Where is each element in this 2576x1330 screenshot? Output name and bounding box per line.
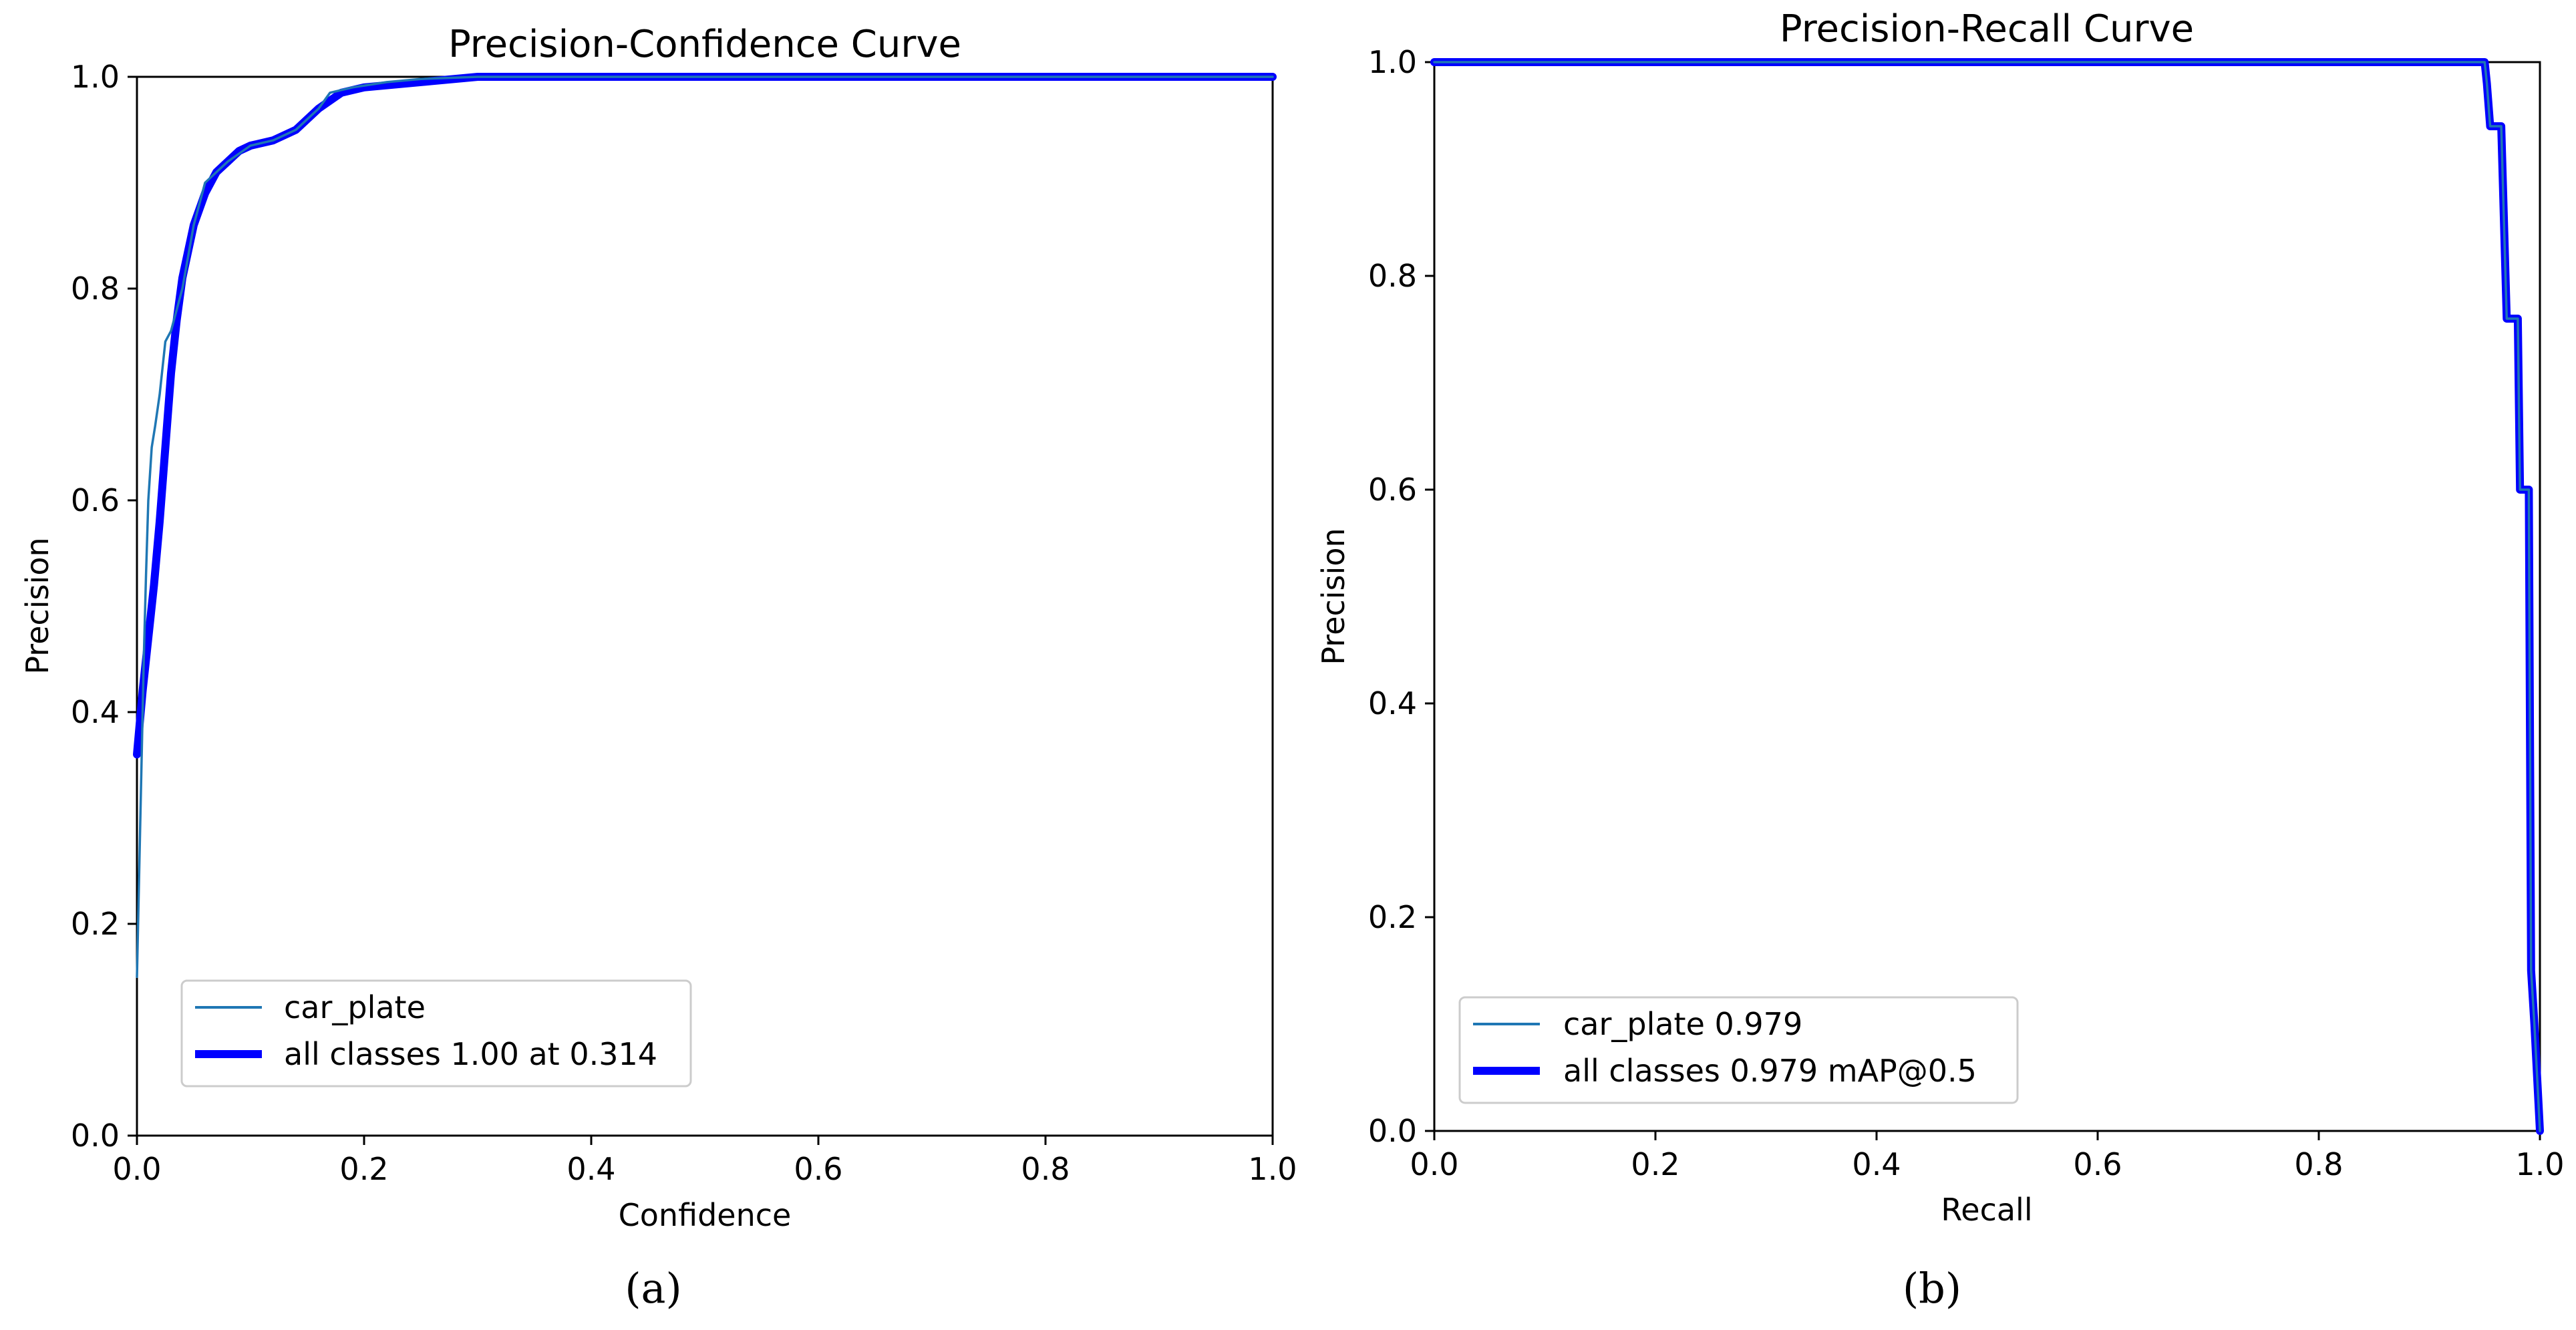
x-tick-label: 0.4 <box>567 1151 615 1187</box>
legend-label-car-plate: car_plate <box>284 989 426 1025</box>
x-axis-ticks: 0.0 0.2 0.4 0.6 0.8 1.0 <box>1410 1131 2565 1182</box>
y-tick-label: 1.0 <box>1368 44 1417 80</box>
y-tick-label: 0.4 <box>1368 685 1417 721</box>
series-line-car-plate <box>1433 61 2541 1132</box>
x-tick-label: 0.2 <box>339 1151 388 1187</box>
y-tick-label: 0.8 <box>71 271 120 307</box>
x-axis-label: Confidence <box>619 1197 792 1233</box>
y-axis-ticks: 0.0 0.2 0.4 0.6 0.8 1.0 <box>71 59 137 1154</box>
plot-frame <box>1433 61 2541 1132</box>
series-layer <box>1430 58 2544 1135</box>
legend: car_plate all classes 1.00 at 0.314 <box>180 979 692 1088</box>
series-line-all-classes <box>133 73 1277 759</box>
y-tick-label: 0.8 <box>1368 258 1417 294</box>
x-tick-label: 1.0 <box>2515 1146 2564 1182</box>
legend: car_plate 0.979 all classes 0.979 mAP@0.… <box>1458 996 2019 1104</box>
plot-frame <box>136 75 1274 1137</box>
legend-label-all-classes: all classes 0.979 mAP@0.5 <box>1563 1053 1977 1089</box>
x-tick-label: 1.0 <box>1248 1151 1297 1187</box>
y-tick-label: 0.2 <box>71 906 120 942</box>
panel-caption: (a) <box>625 1264 681 1313</box>
chart-title: Precision-Recall Curve <box>1780 7 2194 51</box>
y-tick-label: 0.6 <box>1368 472 1417 508</box>
x-tick-label: 0.6 <box>794 1151 842 1187</box>
x-tick-label: 0.2 <box>1631 1146 1679 1182</box>
series-line-car-plate <box>136 75 1274 979</box>
legend-box <box>1458 996 2019 1104</box>
x-tick-label: 0.4 <box>1852 1146 1901 1182</box>
y-tick-label: 0.2 <box>1368 899 1417 935</box>
chart-title: Precision-Confidence Curve <box>448 23 961 66</box>
y-tick-label: 0.0 <box>1368 1113 1417 1149</box>
y-axis-label: Precision <box>1315 528 1351 665</box>
legend-label-all-classes: all classes 1.00 at 0.314 <box>284 1036 657 1072</box>
x-axis-ticks: 0.0 0.2 0.4 0.6 0.8 1.0 <box>112 1136 1297 1187</box>
x-tick-label: 0.0 <box>1410 1146 1458 1182</box>
chart-precision-recall: Precision-Recall Curve 0.0 0.2 0.4 0.6 0.8 1.… <box>1315 7 2565 1313</box>
series-layer <box>133 73 1277 979</box>
y-axis-label: Precision <box>19 537 55 674</box>
x-tick-label: 0.8 <box>1021 1151 1070 1187</box>
panel-caption: (b) <box>1903 1264 1961 1313</box>
series-line-all-classes <box>1430 58 2544 1135</box>
y-tick-label: 0.4 <box>71 694 120 730</box>
x-tick-label: 0.8 <box>2294 1146 2343 1182</box>
y-tick-label: 1.0 <box>71 59 120 95</box>
legend-label-car-plate: car_plate 0.979 <box>1563 1006 1802 1042</box>
x-tick-label: 0.0 <box>112 1151 161 1187</box>
x-tick-label: 0.6 <box>2073 1146 2122 1182</box>
y-tick-label: 0.0 <box>71 1118 120 1154</box>
chart-precision-confidence: Precision-Confidence Curve 0.00.20.40.60… <box>19 23 1297 1313</box>
y-tick-label: 0.6 <box>71 482 120 518</box>
legend-box <box>180 979 692 1088</box>
y-axis-ticks: 0.0 0.2 0.4 0.6 0.8 1.0 <box>1368 44 1434 1149</box>
x-axis-label: Recall <box>1941 1192 2032 1228</box>
